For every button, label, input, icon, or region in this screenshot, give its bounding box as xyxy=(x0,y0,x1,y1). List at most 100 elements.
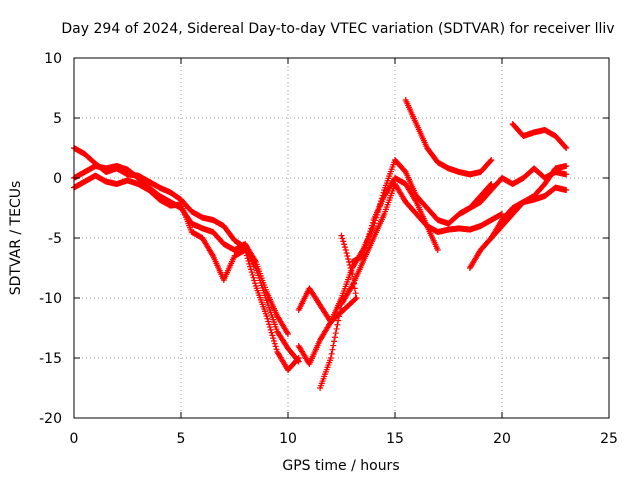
y-tick-label: -15 xyxy=(39,351,62,367)
data-point xyxy=(264,315,271,322)
data-point xyxy=(369,219,376,226)
y-tick-label: -20 xyxy=(39,411,62,427)
data-point xyxy=(340,238,347,245)
data-point xyxy=(328,350,335,357)
data-point xyxy=(249,271,256,278)
data-point xyxy=(349,271,356,277)
data-point xyxy=(245,258,252,265)
data-point xyxy=(263,313,270,319)
x-tick-label: 25 xyxy=(600,431,618,447)
data-point xyxy=(341,241,348,248)
data-point xyxy=(347,265,354,271)
data-point xyxy=(359,253,366,259)
data-point xyxy=(295,307,302,313)
data-point xyxy=(434,247,441,253)
series-group xyxy=(71,172,302,373)
data-point xyxy=(348,284,355,291)
data-point xyxy=(251,277,258,284)
x-tick-label: 20 xyxy=(493,431,511,447)
series-group xyxy=(349,175,441,265)
series-group xyxy=(295,232,360,325)
data-point xyxy=(344,253,351,259)
data-point xyxy=(266,324,273,331)
data-point xyxy=(243,252,250,259)
data-point xyxy=(284,329,291,336)
data-point xyxy=(271,337,278,344)
data-point xyxy=(341,244,348,251)
grid xyxy=(74,58,609,418)
y-axis-label: SDTVAR / TECUs xyxy=(8,181,24,296)
data-point xyxy=(252,280,259,287)
data-point xyxy=(364,239,371,246)
data-point xyxy=(272,343,279,350)
data-point xyxy=(247,263,254,270)
data-point xyxy=(252,257,259,264)
data-point xyxy=(285,331,291,337)
series-group xyxy=(509,121,570,151)
data-point xyxy=(563,171,570,178)
data-point xyxy=(268,329,275,336)
data-point xyxy=(271,340,278,347)
data-point xyxy=(243,249,250,256)
data-point xyxy=(350,280,357,287)
data-point xyxy=(332,330,339,337)
data-point xyxy=(338,232,345,239)
data-point xyxy=(365,233,372,240)
y-tick-label: -5 xyxy=(48,231,62,247)
data-point xyxy=(331,334,338,341)
data-point xyxy=(334,321,341,328)
data-point xyxy=(265,318,272,325)
data-point xyxy=(487,157,494,164)
data-point xyxy=(244,255,251,262)
data-point xyxy=(488,157,495,163)
y-tick-label: -10 xyxy=(39,291,62,307)
data-point xyxy=(563,187,570,193)
y-tick-label: 5 xyxy=(53,111,62,127)
data-point xyxy=(273,346,280,353)
data-point xyxy=(339,235,346,242)
data-point xyxy=(351,285,358,292)
data-point xyxy=(327,355,334,361)
data-point xyxy=(563,145,570,151)
data-point xyxy=(266,321,273,328)
data-point xyxy=(342,247,349,253)
data-point xyxy=(329,346,336,353)
x-tick-label: 5 xyxy=(177,431,186,447)
axis-ticks: 0 5 10 15 20 25 -20 -15 -10 -5 0 5 10 xyxy=(39,51,618,447)
data-point xyxy=(345,259,352,265)
data-point xyxy=(368,222,375,229)
data-point xyxy=(333,325,340,332)
data-point xyxy=(361,247,368,254)
x-tick-label: 10 xyxy=(279,431,297,447)
data-point xyxy=(209,251,216,258)
data-point xyxy=(247,266,254,273)
data-point xyxy=(360,250,367,257)
x-tick-label: 15 xyxy=(386,431,404,447)
y-tick-label: 10 xyxy=(44,51,62,67)
data-point xyxy=(366,230,373,237)
data-point xyxy=(350,275,357,282)
data-point xyxy=(242,247,249,253)
data-point xyxy=(295,355,302,361)
data-marks xyxy=(71,97,570,391)
data-point xyxy=(352,290,359,297)
data-point xyxy=(330,342,337,349)
x-axis-label: GPS time / hours xyxy=(282,458,399,474)
data-point xyxy=(412,197,419,204)
series-group xyxy=(488,163,570,241)
data-point xyxy=(348,268,355,274)
data-point xyxy=(367,228,374,235)
data-point xyxy=(362,244,369,251)
x-tick-label: 0 xyxy=(70,431,79,447)
chart-title: Day 294 of 2024, Sidereal Day-to-day VTE… xyxy=(61,21,614,37)
data-point xyxy=(368,225,375,232)
data-point xyxy=(364,236,371,243)
data-point xyxy=(363,241,370,248)
data-point xyxy=(270,335,277,342)
data-point xyxy=(562,144,569,151)
y-tick-label: 0 xyxy=(53,171,62,187)
data-point xyxy=(269,332,276,339)
data-point xyxy=(345,256,352,262)
data-point xyxy=(294,355,301,362)
